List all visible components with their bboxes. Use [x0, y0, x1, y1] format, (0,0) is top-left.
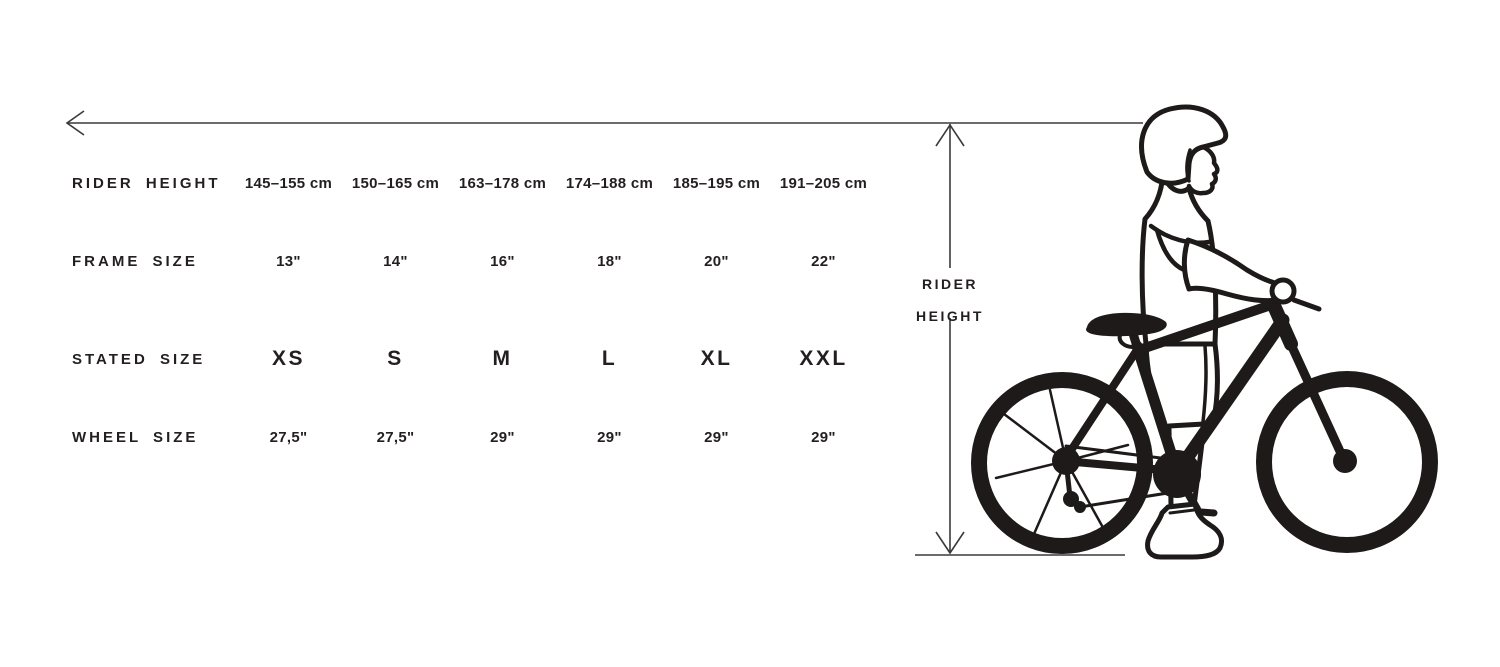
stated-size-row: STATED SIZE XS S M L XL XXL	[72, 347, 1002, 371]
rider-height-value: 174–188 cm	[565, 175, 654, 192]
rider-height-value: 145–155 cm	[244, 175, 333, 192]
frame-size-row: FRAME SIZE 13" 14" 16" 18" 20" 22"	[72, 253, 1002, 270]
brake-lever	[1291, 297, 1322, 312]
stated-size-value: XXL	[799, 347, 848, 370]
rider-height-measure-line2: HEIGHT	[916, 308, 984, 324]
front-wheel	[1256, 371, 1438, 553]
frame-size-value: 18"	[597, 253, 622, 270]
vertical-measure-arrow	[935, 123, 965, 555]
rider-shoe	[1145, 501, 1225, 560]
stated-size-value: L	[601, 347, 618, 370]
frame-size-value: 14"	[383, 253, 408, 270]
stated-size-value: XL	[700, 347, 733, 370]
front-hub	[1333, 449, 1357, 473]
rider-foreground-parts	[1145, 237, 1297, 560]
fork	[1283, 333, 1349, 465]
saddle	[1086, 312, 1167, 337]
helmet-strap-line	[1185, 148, 1192, 183]
chain-bottom	[1078, 490, 1176, 509]
down-tube	[1171, 313, 1290, 478]
rider-height-row: RIDER HEIGHT 145–155 cm 150–165 cm 163–1…	[72, 175, 1002, 192]
measure-arrows	[65, 110, 1143, 556]
sock-line	[1168, 508, 1196, 515]
rider-face	[1186, 144, 1220, 196]
derailleur-arm	[1063, 458, 1073, 500]
saddle-rails	[1117, 333, 1135, 349]
frame-size-value: 22"	[811, 253, 836, 270]
rider-height-value: 191–205 cm	[779, 175, 868, 192]
stated-size-value: S	[387, 347, 404, 370]
frame-size-value: 13"	[276, 253, 301, 270]
row-label-rider-height: RIDER HEIGHT	[72, 175, 221, 192]
stated-size-value: M	[492, 347, 513, 370]
stated-size-value: XS	[271, 347, 305, 370]
seat-stay	[1060, 346, 1141, 465]
row-label-wheel-size: WHEEL SIZE	[72, 429, 199, 446]
row-label-stated-size: STATED SIZE	[72, 350, 206, 368]
wheel-size-value: 27,5"	[376, 429, 415, 446]
wheel-size-value: 29"	[490, 429, 515, 446]
rear-wheel	[971, 372, 1153, 554]
rider-height-value: 163–178 cm	[458, 175, 547, 192]
wheel-size-row: WHEEL SIZE 27,5" 27,5" 29" 29" 29" 29"	[72, 429, 1002, 446]
rider-height-value: 185–195 cm	[672, 175, 761, 192]
wheel-size-value: 29"	[811, 429, 836, 446]
horizontal-measure-arrow	[65, 110, 1143, 136]
wheel-size-value: 29"	[597, 429, 622, 446]
rider-hand	[1269, 277, 1297, 305]
shorts-seam-line	[1201, 344, 1208, 424]
frame-size-value: 20"	[704, 253, 729, 270]
rider-height-value: 150–165 cm	[351, 175, 440, 192]
top-tube	[1134, 299, 1279, 355]
bike-illustration	[971, 281, 1438, 554]
rider-height-measure-label: RIDER HEIGHT	[890, 276, 1010, 324]
wheel-size-value: 27,5"	[269, 429, 308, 446]
rider-illustration	[1139, 104, 1229, 512]
rider-arm	[1181, 237, 1286, 304]
rider-height-measure-line1: RIDER	[921, 276, 979, 292]
wheel-size-value: 29"	[704, 429, 729, 446]
row-label-frame-size: FRAME SIZE	[72, 253, 198, 270]
chain-top	[1064, 444, 1178, 462]
frame-size-value: 16"	[490, 253, 515, 270]
derailleur-pulley-upper	[1063, 491, 1079, 507]
